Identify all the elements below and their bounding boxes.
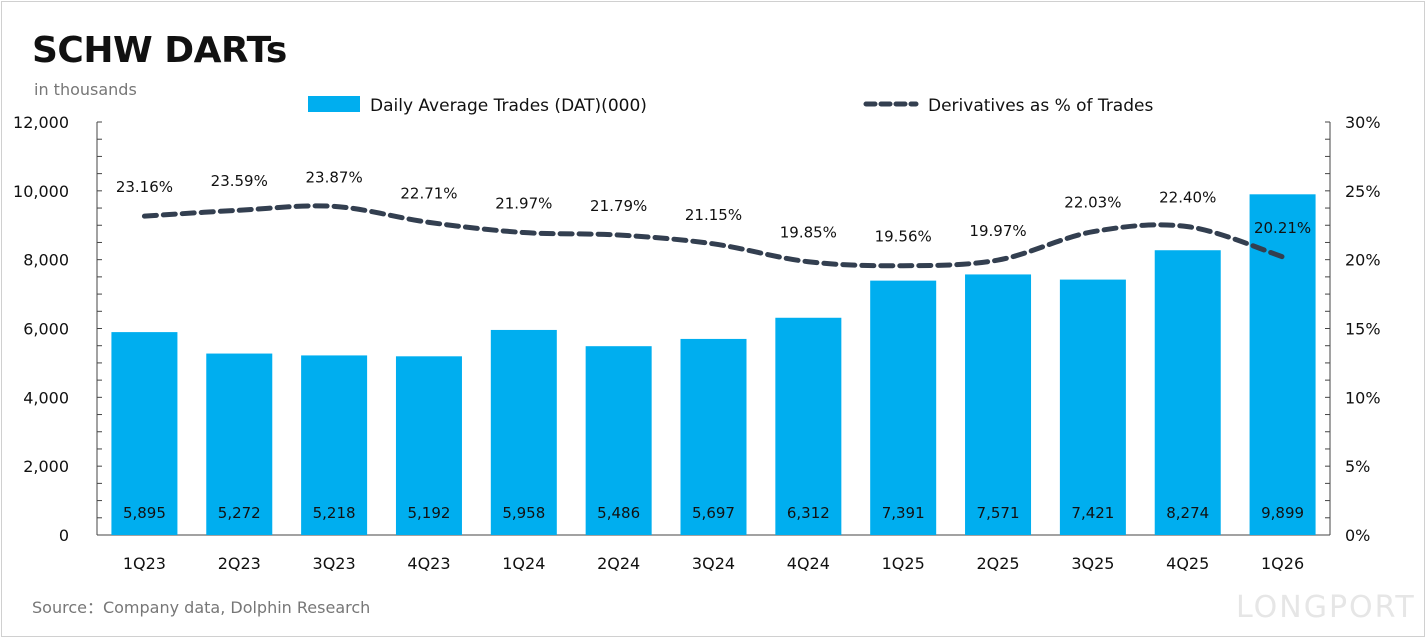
bar: [1249, 194, 1316, 535]
chart-title: SCHW DARTs: [32, 30, 287, 71]
bar-data-label: 7,571: [977, 504, 1020, 522]
line-data-label: 22.71%: [400, 184, 457, 202]
x-axis-tick-label: 3Q24: [692, 554, 735, 573]
watermark-logo: LONGPORT: [1236, 590, 1416, 625]
bar: [870, 280, 937, 535]
left-axis-tick-label: 0: [59, 526, 69, 545]
right-axis-tick-label: 15%: [1345, 320, 1381, 339]
line-data-label: 23.87%: [306, 168, 363, 186]
bar: [1059, 279, 1126, 535]
line-data-label: 21.15%: [685, 206, 742, 224]
bar: [301, 355, 368, 535]
bar-data-label: 5,958: [502, 504, 545, 522]
left-axis-tick-label: 4,000: [23, 388, 69, 407]
bar: [775, 317, 842, 535]
x-axis-tick-label: 3Q25: [1071, 554, 1114, 573]
x-axis-tick-label: 3Q23: [313, 554, 356, 573]
bar-data-label: 5,486: [597, 504, 640, 522]
line-data-label: 23.16%: [116, 178, 173, 196]
legend-swatch-bar: [308, 96, 360, 112]
line-data-label: 20.21%: [1254, 219, 1311, 237]
bar-data-label: 5,218: [313, 504, 356, 522]
bar: [1154, 250, 1221, 535]
left-axis-tick-label: 2,000: [23, 457, 69, 476]
line-data-label: 19.97%: [969, 222, 1026, 240]
line-data-label: 23.59%: [211, 172, 268, 190]
left-axis-tick-label: 6,000: [23, 320, 69, 339]
bar: [585, 346, 652, 535]
line-data-label: 22.03%: [1064, 194, 1121, 212]
legend-label-line: Derivatives as % of Trades: [928, 96, 1153, 116]
bar: [111, 332, 178, 535]
left-axis-tick-label: 8,000: [23, 251, 69, 270]
derivatives-line: [141, 203, 1286, 269]
line-data-label: 21.97%: [495, 195, 552, 213]
bar-data-label: 9,899: [1261, 504, 1304, 522]
left-axis-tick-label: 10,000: [13, 182, 69, 201]
bar-data-label: 7,391: [882, 504, 925, 522]
right-axis-tick-label: 10%: [1345, 388, 1381, 407]
bar-data-label: 8,274: [1166, 504, 1209, 522]
x-axis-tick-label: 1Q23: [123, 554, 166, 573]
right-axis-tick-label: 25%: [1345, 182, 1381, 201]
line-data-label: 19.85%: [780, 224, 837, 242]
x-axis-tick-label: 1Q25: [882, 554, 925, 573]
x-axis-tick-label: 4Q25: [1166, 554, 1209, 573]
right-axis-tick-label: 30%: [1345, 113, 1381, 132]
source-note: Source：Company data, Dolphin Research: [32, 598, 371, 617]
bar: [206, 353, 273, 535]
bar-data-label: 5,697: [692, 504, 735, 522]
legend-label-bar: Daily Average Trades (DAT)(000): [370, 96, 647, 116]
bar: [490, 329, 557, 535]
bar-data-label: 6,312: [787, 504, 830, 522]
bar: [965, 274, 1032, 535]
bar: [680, 338, 747, 535]
x-axis-tick-label: 4Q24: [787, 554, 830, 573]
x-axis-tick-label: 1Q26: [1261, 554, 1304, 573]
x-axis-tick-label: 2Q25: [976, 554, 1019, 573]
bar-data-label: 5,192: [407, 504, 450, 522]
bar-data-label: 5,895: [123, 504, 166, 522]
x-axis-tick-label: 2Q23: [218, 554, 261, 573]
bar-data-label: 7,421: [1071, 504, 1114, 522]
x-axis-tick-label: 4Q23: [407, 554, 450, 573]
bar: [395, 356, 462, 535]
bar-data-label: 5,272: [218, 504, 261, 522]
left-axis-tick-label: 12,000: [13, 113, 69, 132]
right-axis-tick-label: 20%: [1345, 251, 1381, 270]
line-data-label: 21.79%: [590, 197, 647, 215]
chart-subtitle: in thousands: [34, 80, 137, 99]
x-axis-tick-label: 2Q24: [597, 554, 640, 573]
x-axis-tick-label: 1Q24: [502, 554, 545, 573]
line-data-label: 19.56%: [875, 228, 932, 246]
right-axis-tick-label: 5%: [1345, 457, 1370, 476]
right-axis-tick-label: 0%: [1345, 526, 1370, 545]
line-data-label: 22.40%: [1159, 189, 1216, 207]
